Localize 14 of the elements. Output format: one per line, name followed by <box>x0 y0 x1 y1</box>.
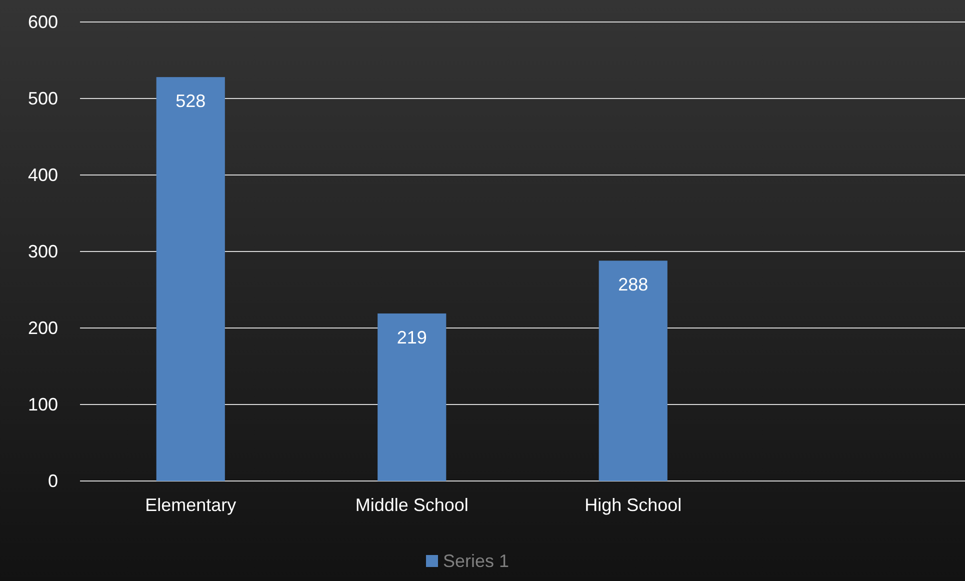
data-label: 528 <box>176 91 206 112</box>
x-tick-label: High School <box>584 494 682 515</box>
x-tick-label: Elementary <box>145 494 236 515</box>
data-label: 219 <box>396 327 427 348</box>
y-tick-label: 100 <box>28 394 58 414</box>
y-tick-label: 0 <box>48 470 58 491</box>
y-tick-label: 300 <box>28 241 58 262</box>
legend-label: Series 1 <box>443 551 510 571</box>
data-label: 288 <box>618 274 648 295</box>
x-tick-label: Middle School <box>355 494 468 515</box>
y-tick-label: 400 <box>28 164 58 185</box>
y-tick-label: 200 <box>28 318 58 338</box>
y-tick-label: 500 <box>28 88 58 108</box>
y-tick-label: 600 <box>28 12 58 32</box>
